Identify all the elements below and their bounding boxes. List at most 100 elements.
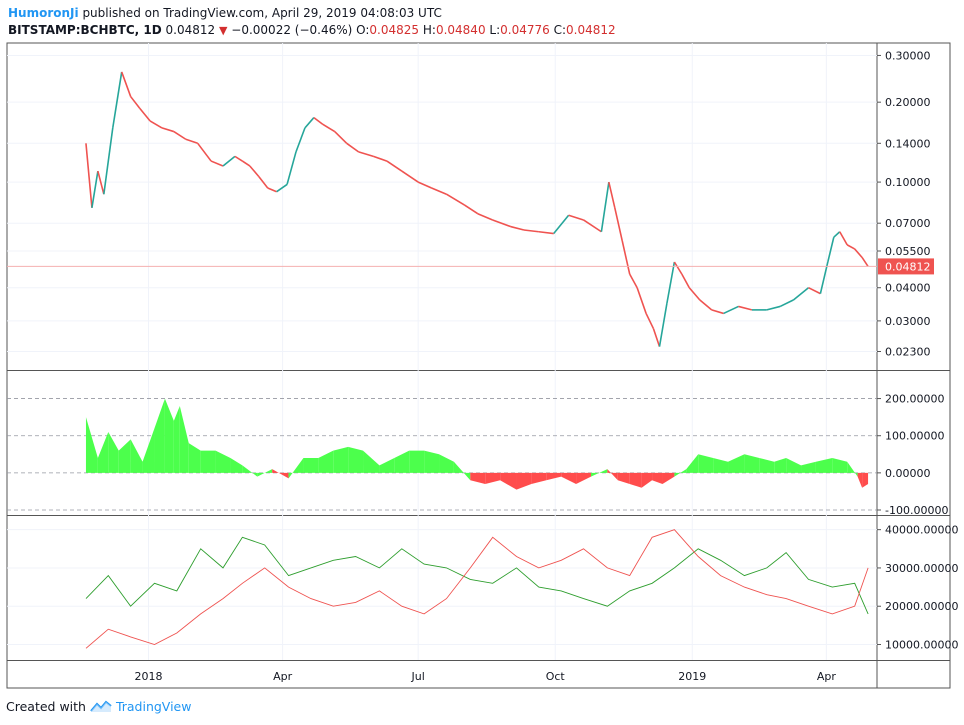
price-segment [373, 155, 388, 162]
ind-series-line-1 [85, 529, 869, 649]
price-segment [846, 244, 856, 250]
osc-area-segment [641, 472, 653, 488]
price-segment [652, 328, 661, 347]
price-segment [446, 193, 465, 206]
price-segment [621, 240, 631, 275]
osc-area-segment [439, 454, 454, 473]
price-segment [120, 71, 132, 97]
price-segment [699, 299, 713, 311]
chart-header: HumoronJi published on TradingView.com, … [8, 5, 958, 39]
osc-area-segment [500, 472, 517, 490]
osc-area-segment [728, 454, 745, 473]
osc-area-segment [215, 450, 231, 473]
price-segment [553, 214, 570, 235]
x-tick-label: 2019 [678, 670, 706, 683]
osc-area-segment [453, 461, 471, 481]
osc-area-segment [698, 454, 714, 473]
price-segment [608, 181, 616, 208]
low-label: L: [489, 23, 501, 37]
osc-area-segment [424, 450, 440, 473]
osc-area-segment [516, 472, 532, 490]
price-segment [197, 142, 212, 162]
osc-area-segment [652, 472, 663, 484]
osc-area-segment [744, 454, 760, 473]
price-tick-label: 0.03000 [885, 315, 931, 328]
published-text: published on TradingView.com, April 29, … [78, 6, 442, 20]
osc-area-segment [713, 458, 729, 473]
osc-area-segment [164, 398, 174, 473]
high-label: H: [422, 23, 436, 37]
osc-area-segment [759, 458, 775, 473]
x-tick-label: 2018 [135, 670, 163, 683]
osc-area-segment [485, 472, 501, 484]
price-segment [313, 116, 324, 125]
osc-area-segment [230, 458, 243, 473]
osc-area-segment [333, 446, 349, 473]
symbol-label[interactable]: BITSTAMP:BCHBTC, 1D [8, 23, 162, 37]
chart-frame [6, 42, 951, 689]
osc-area-segment [662, 472, 675, 484]
osc-area-segment [786, 458, 802, 473]
osc-area-segment [173, 406, 180, 473]
price-segment [138, 107, 151, 122]
price-change: −0.00022 (−0.46%) [231, 23, 353, 37]
price-segment [645, 313, 655, 330]
price-segment [358, 151, 374, 158]
price-segment [241, 160, 251, 167]
price-segment [322, 123, 336, 133]
down-arrow-icon: ▼ [218, 24, 228, 37]
osc-area-segment [815, 458, 833, 473]
price-segment [583, 219, 602, 233]
x-tick-label: Apr [273, 670, 293, 683]
price-segment [839, 231, 848, 246]
osc-area-segment [200, 450, 216, 473]
osc-area-segment [561, 472, 577, 484]
price-segment [334, 130, 348, 144]
osc-area-segment [85, 417, 98, 473]
osc-area-segment [288, 458, 304, 479]
price-segment [286, 151, 297, 185]
price-segment [258, 175, 269, 189]
price-segment [173, 130, 187, 140]
price-segment [85, 143, 93, 208]
price-segment [833, 231, 841, 238]
price-segment [538, 230, 554, 235]
price-segment [492, 219, 511, 228]
osc-area-segment [409, 450, 425, 473]
osc-area-segment [629, 472, 642, 488]
tradingview-brand[interactable]: TradingView [115, 699, 192, 714]
x-tick-label: Apr [817, 670, 837, 683]
price-segment [658, 302, 668, 347]
osc-area-segment [154, 398, 165, 473]
osc-area-segment [617, 472, 630, 484]
price-segment [666, 261, 676, 304]
osc-area-segment [862, 472, 869, 488]
osc-area-segment [363, 450, 380, 473]
ind-tick-label: 40000.00000 [885, 524, 958, 537]
osc-area-segment [272, 469, 289, 479]
created-with-text: Created with [6, 699, 86, 714]
osc-area-segment [108, 432, 119, 473]
publish-line: HumoronJi published on TradingView.com, … [8, 5, 958, 22]
symbol-line: BITSTAMP:BCHBTC, 1D 0.04812 ▼ −0.00022 (… [8, 22, 958, 39]
osc-area-segment [97, 432, 109, 473]
price-tick-label: 0.07000 [885, 217, 931, 230]
osc-area-segment [576, 472, 591, 484]
price-segment [568, 214, 584, 221]
x-tick-label: Jul [411, 670, 425, 683]
osc-area-segment [674, 469, 687, 477]
price-tick-label: 0.05500 [885, 245, 931, 258]
osc-area-segment [832, 458, 848, 473]
osc-area-segment [686, 454, 699, 473]
author-link[interactable]: HumoronJi [8, 6, 79, 20]
osc-area-segment [801, 461, 816, 473]
price-segment [861, 257, 869, 267]
price-segment [249, 165, 260, 177]
price-segment [91, 170, 99, 208]
osc-area-segment [257, 469, 273, 477]
osc-area-segment [118, 439, 131, 473]
price-segment [161, 127, 175, 133]
osc-area-segment [179, 406, 189, 473]
price-segment [793, 287, 809, 301]
